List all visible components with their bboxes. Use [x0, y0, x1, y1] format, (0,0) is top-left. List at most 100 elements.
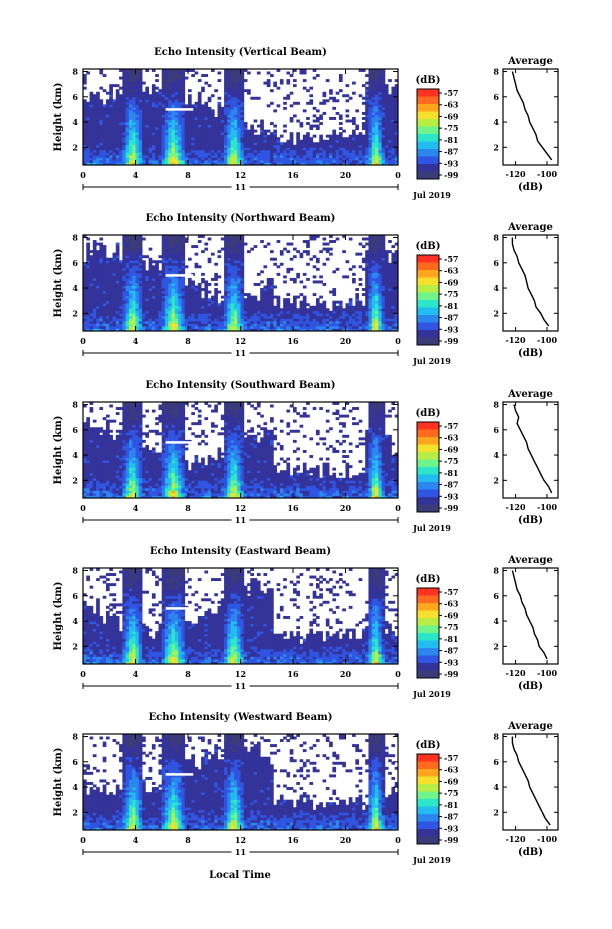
heatmap-cell [233, 272, 238, 276]
heatmap-cell [315, 142, 320, 146]
heatmap-cell [89, 295, 94, 299]
heatmap-cell [378, 280, 382, 284]
heatmap-cell [158, 290, 163, 294]
heatmap-cell [276, 318, 281, 322]
heatmap-cell [138, 124, 143, 128]
heatmap-cell [102, 245, 107, 249]
heatmap-cell [184, 157, 189, 161]
heatmap-cell [240, 117, 245, 120]
heatmap-cell [128, 147, 133, 151]
heatmap-cell [109, 325, 113, 329]
heatmap-cell [102, 323, 107, 327]
heatmap-cell [250, 129, 255, 133]
heatmap-cell [384, 288, 389, 291]
heatmap-cell [365, 275, 369, 279]
heatmap-cell [240, 111, 245, 115]
heatmap-cell [283, 106, 287, 110]
heatmap-cell [148, 149, 153, 153]
heatmap-cell [286, 323, 291, 327]
heatmap-cell [361, 245, 366, 249]
heatmap-cell [224, 247, 228, 251]
heatmap-cell [388, 285, 392, 289]
heatmap-cell [214, 124, 218, 128]
heatmap-cell [112, 117, 117, 120]
heatmap-cell [171, 280, 176, 284]
heatmap-cell [247, 300, 251, 304]
heatmap-cell [128, 127, 133, 131]
heatmap-cell [128, 106, 133, 110]
heatmap-cell [181, 71, 186, 75]
heatmap-cell [289, 315, 294, 319]
heatmap-cell [361, 288, 366, 291]
heatmap-cell [102, 104, 107, 108]
heatmap-cell [178, 242, 182, 246]
heatmap-cell [306, 157, 310, 161]
heatmap-cell [109, 137, 113, 141]
heatmap-cell [375, 252, 379, 256]
heatmap-cell [151, 298, 156, 302]
heatmap-cell [174, 262, 179, 266]
heatmap-cell [158, 315, 163, 319]
heatmap-cell [375, 262, 379, 266]
heatmap-cell [145, 277, 150, 281]
heatmap-cell [286, 242, 291, 246]
heatmap-cell [109, 298, 113, 302]
heatmap-cell [237, 280, 241, 284]
heatmap-cell [204, 295, 209, 299]
heatmap-cell [148, 134, 153, 138]
heatmap-cell [256, 147, 261, 151]
heatmap-cell [204, 285, 209, 289]
heatmap-cell [381, 328, 386, 332]
heatmap-cell [174, 275, 179, 279]
heatmap-cell [204, 81, 209, 85]
heatmap-cell [315, 300, 320, 304]
heatmap-cell [283, 159, 287, 163]
heatmap-cell [332, 308, 337, 312]
heatmap-cell [315, 157, 320, 161]
heatmap-cell [322, 144, 327, 148]
heatmap-cell [230, 86, 235, 90]
heatmap-cell [233, 96, 238, 100]
heatmap-cell [112, 122, 117, 125]
heatmap-cell [171, 290, 176, 294]
heatmap-cell [227, 127, 232, 131]
heatmap-cell [86, 255, 90, 259]
heatmap-cell [273, 142, 277, 146]
heatmap-cell [197, 325, 202, 329]
heatmap-cell [122, 159, 127, 163]
heatmap-cell [224, 235, 228, 238]
heatmap-cell [286, 79, 291, 83]
heatmap-cell [378, 305, 382, 309]
heatmap-cell [342, 310, 346, 314]
heatmap-cell [184, 137, 189, 141]
heatmap-cell [155, 127, 159, 131]
heatmap-cell [286, 96, 291, 100]
heatmap-cell [128, 137, 133, 141]
heatmap-cell [391, 99, 396, 103]
heatmap-cell [217, 109, 222, 113]
heatmap-cell [197, 313, 202, 317]
heatmap-cell [250, 157, 255, 161]
heatmap-cell [375, 111, 379, 115]
heatmap-cell [102, 117, 107, 120]
heatmap-cell [122, 142, 127, 146]
heatmap-cell [273, 257, 277, 261]
heatmap-cell [102, 247, 107, 251]
heatmap-cell [112, 119, 117, 123]
heatmap-cell [358, 305, 363, 309]
heatmap-cell [243, 147, 248, 151]
heatmap-cell [293, 154, 297, 158]
heatmap-cell [165, 137, 169, 141]
heatmap-cell [83, 315, 87, 319]
heatmap-cell [217, 320, 222, 324]
heatmap-cell [135, 91, 140, 95]
heatmap-cell [148, 310, 153, 314]
heatmap-cell [335, 152, 340, 156]
heatmap-cell [145, 111, 150, 115]
heatmap-cell [102, 285, 107, 289]
heatmap-cell [165, 132, 169, 136]
heatmap-cell [375, 325, 379, 329]
heatmap-cell [348, 119, 353, 123]
heatmap-cell [384, 152, 389, 156]
